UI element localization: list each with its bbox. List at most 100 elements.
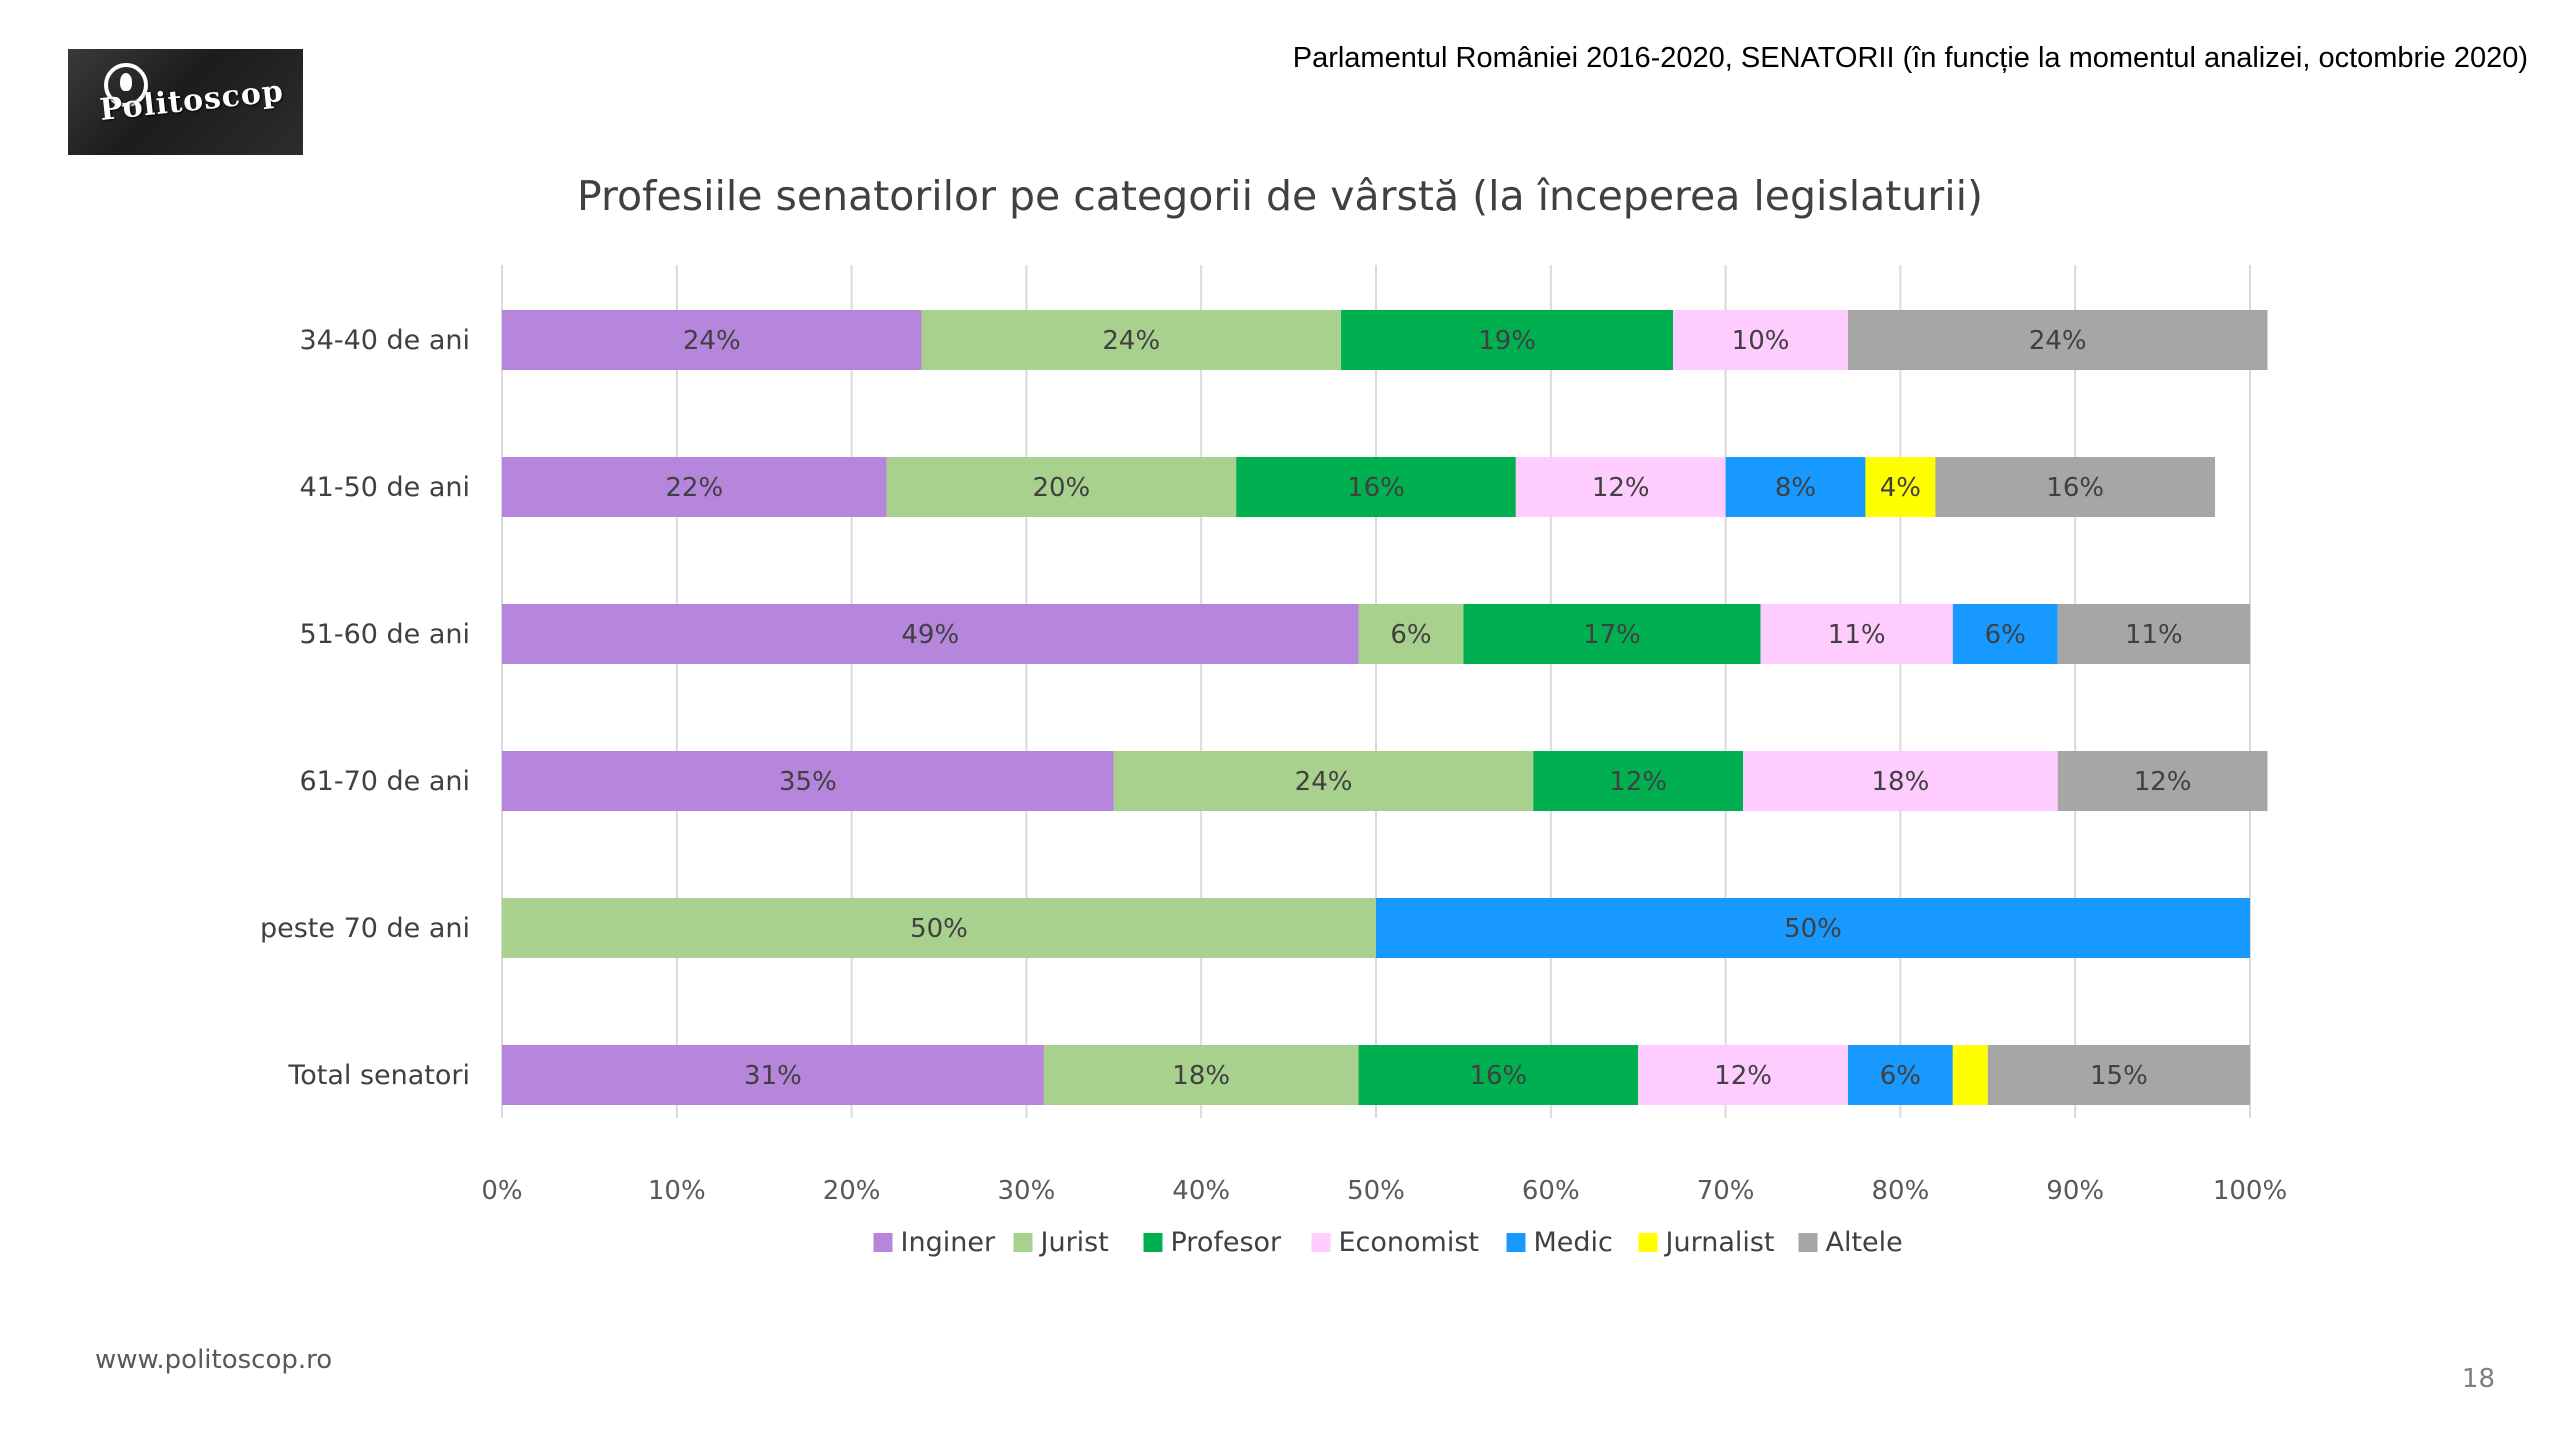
data-label: 12% xyxy=(2134,767,2192,797)
data-label: 24% xyxy=(1102,326,1160,356)
data-label: 24% xyxy=(1295,767,1353,797)
data-label: 24% xyxy=(2029,326,2087,356)
data-label: 16% xyxy=(2046,473,2104,503)
data-label: 4% xyxy=(1880,473,1921,503)
bar-jurist xyxy=(502,898,1376,958)
category-label: 51-60 de ani xyxy=(299,619,470,650)
x-tick-label: 50% xyxy=(1347,1176,1405,1206)
category-label: peste 70 de ani xyxy=(260,913,470,944)
legend-swatch xyxy=(1143,1233,1163,1252)
page-number: 18 xyxy=(2461,1364,2495,1394)
data-label: 12% xyxy=(1609,767,1667,797)
data-label: 35% xyxy=(779,767,837,797)
data-label: 20% xyxy=(1032,473,1090,503)
category-label: 61-70 de ani xyxy=(299,766,470,797)
legend-label: Medic xyxy=(1534,1227,1613,1258)
data-label: 49% xyxy=(901,620,959,650)
bar-jurnalist xyxy=(1952,1045,1988,1105)
bar-jurist xyxy=(921,310,1342,370)
x-tick-label: 30% xyxy=(998,1176,1056,1206)
legend-swatch xyxy=(1311,1233,1331,1252)
data-label: 16% xyxy=(1469,1061,1527,1091)
x-tick-label: 70% xyxy=(1697,1176,1755,1206)
data-label: 24% xyxy=(683,326,741,356)
data-label: 15% xyxy=(2090,1061,2148,1091)
bar-inginer xyxy=(502,457,887,517)
legend-swatch xyxy=(1013,1233,1033,1252)
bar-altele xyxy=(1935,457,2216,517)
bar-medic xyxy=(1847,1045,1953,1105)
data-label: 12% xyxy=(1592,473,1650,503)
data-label: 31% xyxy=(744,1061,802,1091)
x-tick-label: 60% xyxy=(1522,1176,1580,1206)
bar-economist xyxy=(1515,457,1726,517)
legend-swatch xyxy=(1638,1233,1658,1252)
logo-mark-icon xyxy=(104,63,148,107)
bar-medic xyxy=(1376,898,2250,958)
data-label: 17% xyxy=(1583,620,1641,650)
bar-economist xyxy=(1760,604,1953,664)
legend-swatch xyxy=(873,1233,893,1252)
x-tick-label: 80% xyxy=(1872,1176,1930,1206)
data-label: 18% xyxy=(1872,767,1930,797)
data-label: 12% xyxy=(1714,1061,1772,1091)
bar-jurist xyxy=(1113,751,1534,811)
data-label: 50% xyxy=(910,914,968,944)
bar-economist xyxy=(1673,310,1848,370)
data-label: 6% xyxy=(1880,1061,1921,1091)
data-label: 11% xyxy=(1828,620,1886,650)
bar-altele xyxy=(1987,1045,2250,1105)
category-label: 34-40 de ani xyxy=(299,325,470,356)
bar-profesor xyxy=(1463,604,1761,664)
bar-profesor xyxy=(1341,310,1674,370)
header-note: Parlamentul României 2016-2020, SENATORI… xyxy=(1292,42,2528,74)
politoscop-logo: Politoscop xyxy=(68,49,303,155)
legend-label: Altele xyxy=(1826,1227,1903,1258)
legend-label: Economist xyxy=(1339,1227,1480,1258)
data-label: 50% xyxy=(1784,914,1842,944)
legend-swatch xyxy=(1506,1233,1526,1252)
legend-label: Jurist xyxy=(1039,1227,1109,1258)
data-label: 11% xyxy=(2125,620,2183,650)
bar-altele xyxy=(2057,751,2268,811)
category-label: Total senatori xyxy=(287,1060,470,1091)
bar-altele xyxy=(2057,604,2250,664)
data-label: 18% xyxy=(1172,1061,1230,1091)
bar-jurist xyxy=(886,457,1237,517)
data-label: 6% xyxy=(1390,620,1431,650)
bar-jurist xyxy=(1358,604,1464,664)
bar-profesor xyxy=(1236,457,1516,517)
data-label: 6% xyxy=(1985,620,2026,650)
x-tick-label: 40% xyxy=(1172,1176,1230,1206)
x-tick-label: 0% xyxy=(481,1176,522,1206)
bar-medic xyxy=(1725,457,1866,517)
bar-inginer xyxy=(502,310,922,370)
bar-jurnalist xyxy=(1865,457,1936,517)
bar-profesor xyxy=(1358,1045,1639,1105)
bar-altele xyxy=(1847,310,2268,370)
chart-title: Profesiile senatorilor pe categorii de v… xyxy=(577,172,1983,220)
data-label: 10% xyxy=(1732,326,1790,356)
legend-swatch xyxy=(1798,1233,1818,1252)
data-label: 8% xyxy=(1775,473,1816,503)
legend-label: Inginer xyxy=(901,1227,996,1258)
bar-medic xyxy=(1952,604,2058,664)
x-tick-label: 90% xyxy=(2046,1176,2104,1206)
footer-url[interactable]: www.politoscop.ro xyxy=(95,1345,333,1375)
bar-inginer xyxy=(502,751,1114,811)
bar-economist xyxy=(1638,1045,1848,1105)
category-label: 41-50 de ani xyxy=(299,472,470,503)
legend-label: Profesor xyxy=(1171,1227,1283,1258)
data-label: 22% xyxy=(665,473,723,503)
data-label: 16% xyxy=(1347,473,1405,503)
x-tick-label: 20% xyxy=(823,1176,881,1206)
bar-inginer xyxy=(502,1045,1044,1105)
bar-profesor xyxy=(1533,751,1744,811)
legend-label: Jurnalist xyxy=(1664,1227,1775,1258)
bar-jurist xyxy=(1043,1045,1359,1105)
data-label: 19% xyxy=(1478,326,1536,356)
bar-economist xyxy=(1743,751,2058,811)
x-tick-label: 100% xyxy=(2213,1176,2287,1206)
bar-inginer xyxy=(502,604,1359,664)
